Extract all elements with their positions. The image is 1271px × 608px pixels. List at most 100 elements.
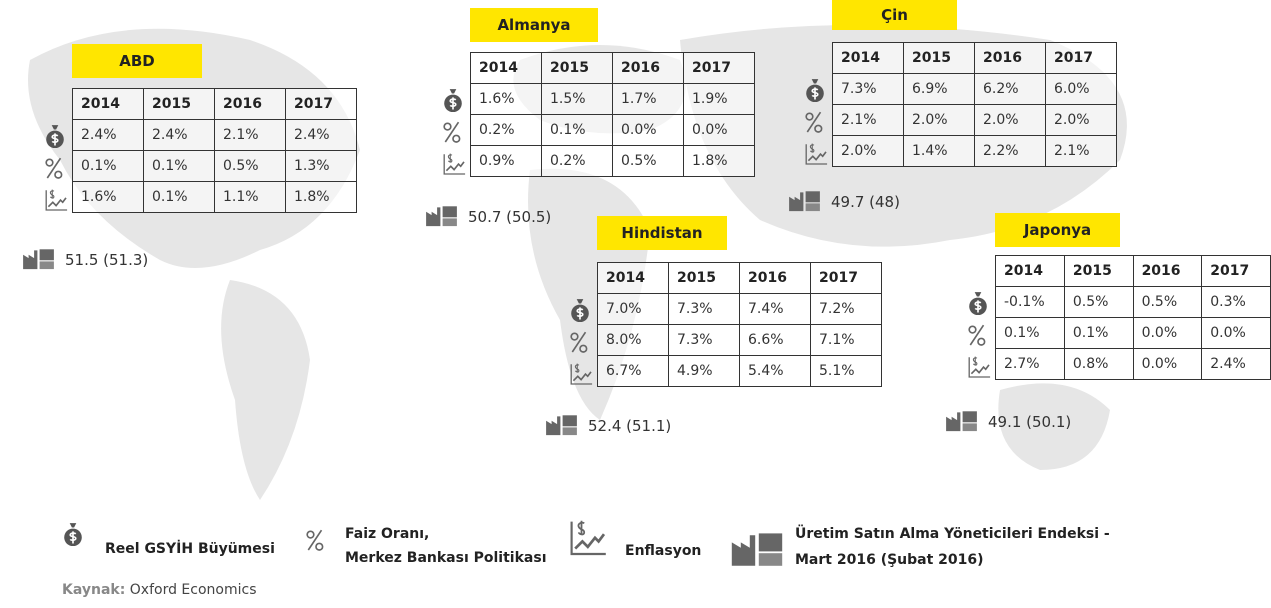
icon-part [39, 261, 54, 270]
legend-pmi-2: Mart 2016 (Şubat 2016) [795, 552, 984, 568]
icon-part [546, 416, 561, 436]
icon-part [23, 250, 38, 270]
year-header: 2015 [1063, 255, 1134, 287]
data-cell: 0.0% [1132, 348, 1203, 380]
row-icon [804, 142, 828, 170]
year-header: 2016 [974, 42, 1046, 74]
region-tag: Hindistan [597, 216, 727, 250]
row-icon [967, 355, 991, 383]
icon-part [969, 324, 985, 346]
row-icon [44, 124, 66, 152]
icon-part [449, 97, 457, 110]
data-table: 2014 2015 2016 2017 2.4% 2.4% 2.1% 2.4% 0.1% 0.1%… [72, 88, 357, 213]
icon-part [306, 530, 315, 539]
icon-part [814, 124, 823, 133]
data-cell: 2.1% [1045, 135, 1117, 167]
icon-part [426, 207, 441, 227]
data-cell: 1.5% [541, 83, 613, 115]
data-cell: 1.6% [72, 181, 144, 213]
pmi-icon [22, 246, 55, 274]
year-header: 2016 [214, 88, 286, 120]
icon-part [968, 324, 986, 346]
icon-part [562, 427, 577, 436]
icon-part [974, 292, 982, 297]
icon-part [47, 197, 67, 208]
icon-part [23, 249, 54, 270]
icon-part [443, 154, 466, 175]
data-cell: 2.4% [1201, 348, 1271, 380]
row-icon [442, 152, 466, 180]
icon-part [577, 520, 586, 536]
data-cell: 0.1% [143, 181, 215, 213]
data-cell: 2.1% [214, 119, 286, 151]
data-cell: 1.3% [285, 150, 357, 182]
icon-part [811, 79, 819, 84]
icon-part [805, 112, 814, 121]
data-row: 7.3% 6.9% 6.2% 6.0% [832, 73, 1117, 105]
data-cell: 0.1% [995, 317, 1065, 349]
icon-part [806, 79, 824, 103]
source-text: Oxford Economics [129, 582, 257, 598]
icon-part [562, 415, 577, 427]
year-header: 2015 [541, 52, 613, 84]
data-cell: 7.4% [739, 293, 811, 325]
icon-part [46, 125, 64, 149]
row-icon [967, 323, 987, 351]
data-cell: 2.4% [143, 119, 215, 151]
legend-pmi-1: Üretim Satın Alma Yöneticileri Endeksi - [795, 526, 1110, 542]
data-table: 2014 2015 2016 2017 7.0% 7.3% 7.4% 7.2% 8.0% 7.3%… [597, 262, 882, 387]
icon-part [758, 553, 783, 566]
icon-part [579, 344, 588, 353]
icon-part [805, 111, 823, 133]
year-header: 2016 [1132, 255, 1203, 287]
source: Kaynak: Oxford Economics [62, 582, 257, 598]
icon-part [806, 111, 822, 133]
data-cell: 4.9% [668, 355, 740, 387]
icon-part [968, 356, 991, 378]
pmi-value: 52.4 (51.1) [588, 417, 672, 436]
data-cell: 2.2% [974, 135, 1046, 167]
data-cell: 0.0% [1132, 317, 1203, 349]
data-row: -0.1% 0.5% 0.5% 0.3% [995, 286, 1271, 318]
pmi-value: 49.1 (50.1) [988, 413, 1072, 432]
icon-part [731, 535, 756, 566]
data-cell: 0.0% [1201, 317, 1271, 349]
data-cell: 0.2% [470, 114, 542, 146]
year-header: 2017 [1045, 42, 1117, 74]
row-icon [569, 298, 591, 326]
pmi-value: 49.7 (48) [831, 193, 900, 212]
icon-part [789, 191, 820, 212]
year-header: 2014 [470, 52, 542, 84]
year-header: 2014 [72, 88, 144, 120]
data-cell: 0.0% [612, 114, 684, 146]
row-icon [44, 156, 64, 184]
data-cell: 0.5% [214, 150, 286, 182]
icon-part [221, 280, 310, 500]
icon-part [570, 331, 588, 353]
data-cell: 7.3% [668, 293, 740, 325]
header-row: 2014 2015 2016 2017 [470, 52, 755, 84]
legend-inflation-icon [568, 518, 608, 562]
icon-part [426, 206, 457, 227]
data-cell: 1.1% [214, 181, 286, 213]
icon-part [570, 521, 606, 556]
header-row: 2014 2015 2016 2017 [995, 255, 1271, 287]
icon-part [442, 206, 457, 218]
data-cell: 0.1% [541, 114, 613, 146]
icon-part [570, 363, 593, 385]
icon-part [69, 531, 77, 544]
data-cell: 5.1% [810, 355, 882, 387]
data-cell: 6.7% [597, 355, 669, 387]
data-row: 1.6% 0.1% 1.1% 1.8% [72, 181, 357, 213]
data-cell: 7.2% [810, 293, 882, 325]
data-cell: 0.1% [143, 150, 215, 182]
data-cell: 1.7% [612, 83, 684, 115]
header-row: 2014 2015 2016 2017 [597, 262, 882, 294]
icon-part [571, 331, 587, 353]
data-cell: 5.4% [739, 355, 811, 387]
legend-rate-icon [305, 528, 325, 556]
icon-part [977, 337, 986, 346]
data-table: 2014 2015 2016 2017 1.6% 1.5% 1.7% 1.9% 0.2% 0.1%… [470, 52, 755, 177]
icon-part [568, 520, 608, 562]
